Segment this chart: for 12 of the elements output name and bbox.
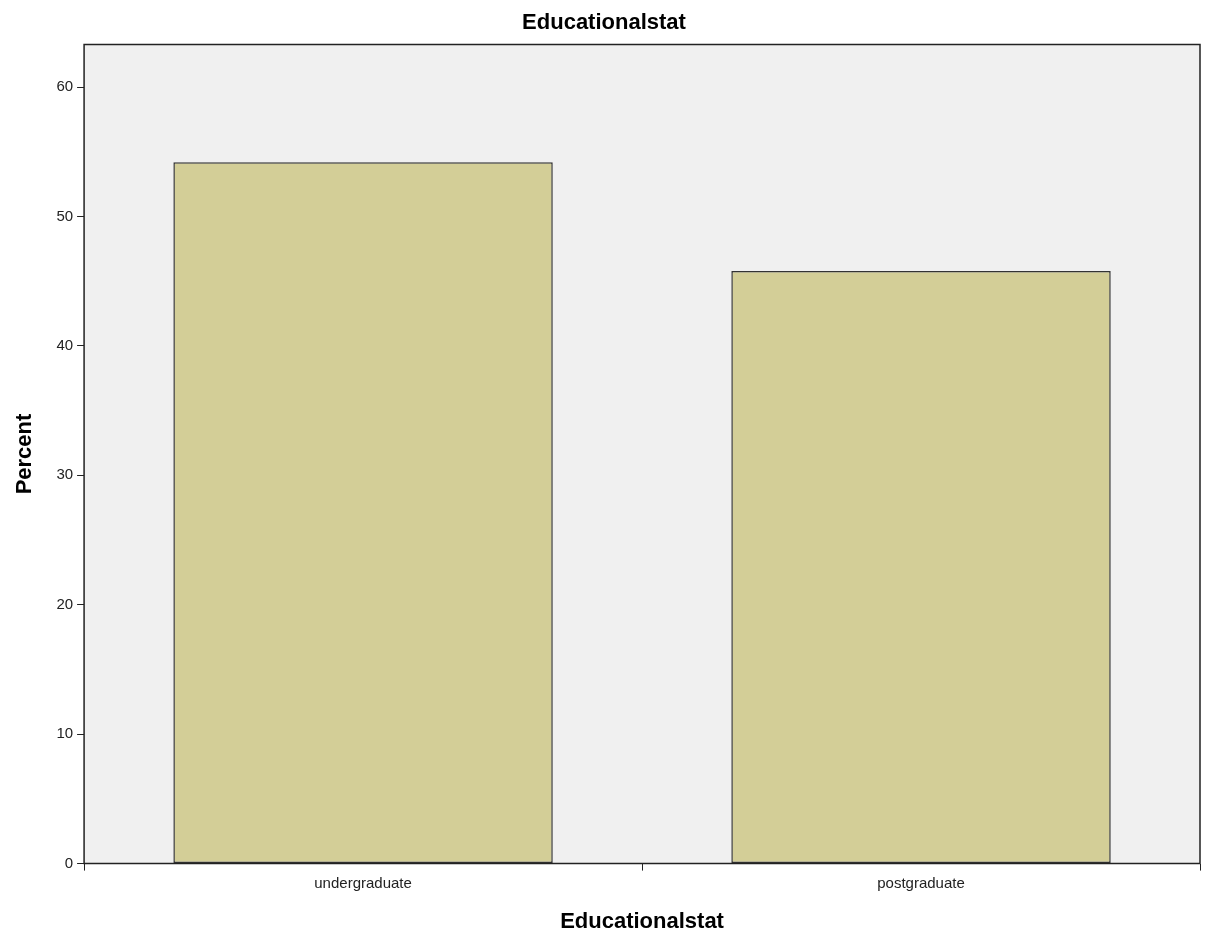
y-tick-label: 40 [56, 336, 74, 354]
y-tick-label: 50 [56, 206, 74, 224]
chart-title: Educationalstat [522, 9, 687, 35]
x-axis-title: Educationalstat [560, 907, 725, 933]
x-tick-label: postgraduate [877, 873, 965, 891]
y-axis-title: Percent [11, 412, 37, 495]
y-tick-label: 0 [64, 853, 74, 871]
x-tick-label: undergraduate [314, 873, 412, 891]
y-tick-label: 20 [56, 594, 74, 612]
y-tick-label: 30 [56, 465, 74, 483]
y-tick-label: 10 [56, 724, 74, 742]
y-tick-label: 60 [56, 77, 74, 95]
